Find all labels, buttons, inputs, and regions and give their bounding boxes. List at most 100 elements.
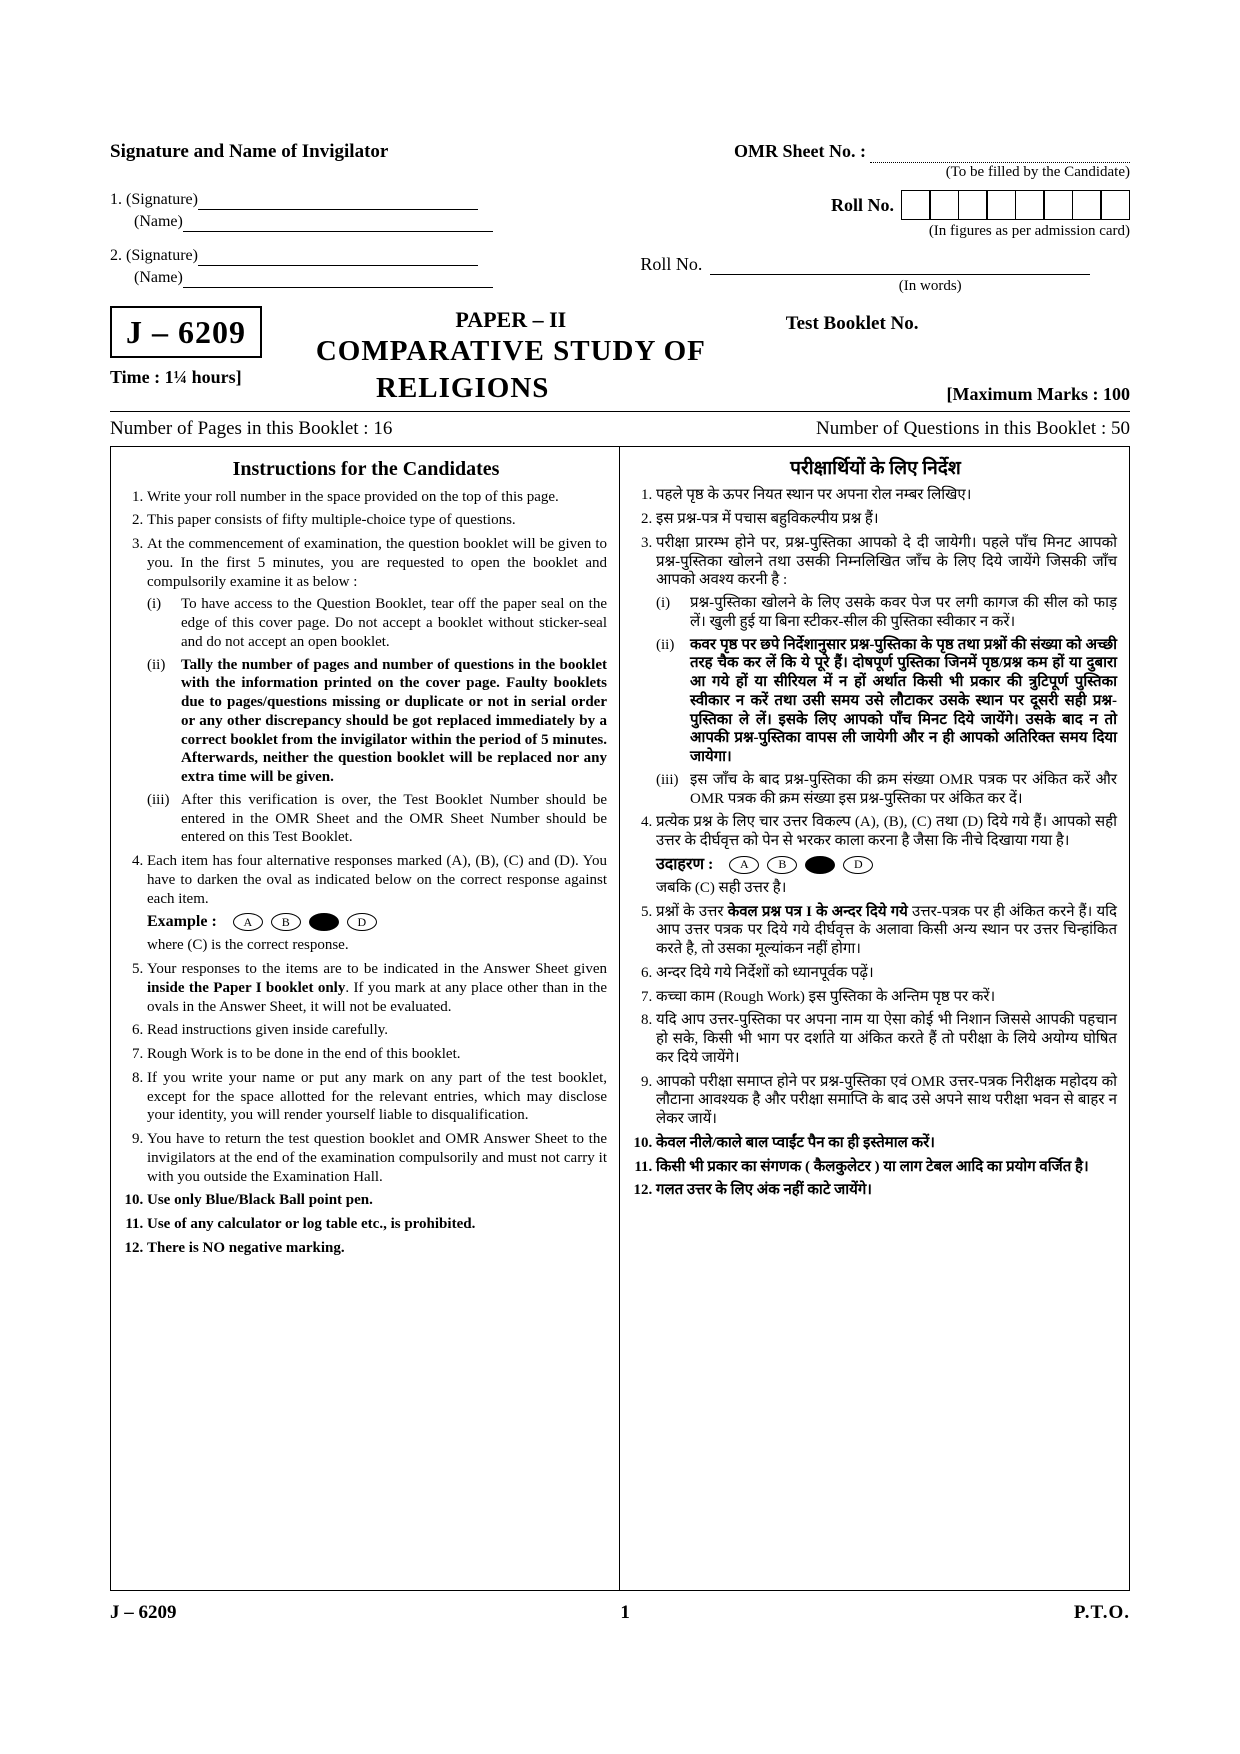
oval-b-hi: B	[767, 856, 797, 874]
inst-en-4-text: Each item has four alternative responses…	[147, 853, 607, 907]
inst-en-4: Each item has four alternative responses…	[147, 852, 607, 955]
rollno-words-line[interactable]	[710, 261, 1090, 275]
inst-en-5: Your responses to the items are to be in…	[147, 960, 607, 1016]
example-label-en: Example :	[147, 912, 217, 932]
inst-hi-4-text: प्रत्येक प्रश्न के लिए चार उत्तर विकल्प …	[656, 814, 1117, 849]
inst-en-3c-text: After this verification is over, the Tes…	[181, 791, 607, 847]
rollno-label: Roll No.	[831, 194, 894, 217]
oval-c-filled-hi	[805, 856, 835, 874]
sig1-row: 1. (Signature)	[110, 190, 600, 210]
example-row-hi: उदाहरण : A B D	[656, 855, 1117, 875]
inst-hi-3c: (iii)इस जाँच के बाद प्रश्न-पुस्तिका की क…	[656, 771, 1117, 809]
oval-d-hi: D	[843, 856, 873, 874]
inst-en-2: This paper consists of fifty multiple-ch…	[147, 511, 607, 530]
inst-en-11: Use of any calculator or log table etc.,…	[147, 1215, 607, 1234]
footer-code: J – 6209	[110, 1601, 177, 1625]
inst-en-3a: (i)To have access to the Question Bookle…	[147, 595, 607, 651]
test-booklet-no-label: Test Booklet No.	[786, 312, 919, 370]
inst-hi-3b-text: कवर पृष्ठ पर छपे निर्देशानुसार प्रश्न-पु…	[690, 636, 1117, 767]
inst-hi-11: किसी भी प्रकार का संगणक ( कैलकुलेटर ) या…	[656, 1158, 1117, 1177]
inst-en-6: Read instructions given inside carefully…	[147, 1021, 607, 1040]
sig1-label: 1. (Signature)	[110, 191, 198, 208]
name2-row: (Name)	[110, 268, 600, 288]
rollno-boxes[interactable]	[902, 190, 1130, 220]
instructions-hindi: परीक्षार्थियों के लिए निर्देश पहले पृष्ठ…	[620, 447, 1129, 1590]
sig2-row: 2. (Signature)	[110, 246, 600, 266]
omr-block: OMR Sheet No. : (To be filled by the Can…	[734, 140, 1130, 182]
paper-code-box: J – 6209	[110, 306, 262, 358]
oval-a-en: A	[233, 913, 263, 931]
inst-en-12: There is NO negative marking.	[147, 1239, 607, 1258]
invigilator-signatures: 1. (Signature) (Name) 2. (Signature) (Na…	[110, 188, 600, 296]
inst-en-8: If you write your name or put any mark o…	[147, 1069, 607, 1125]
inst-hi-1: पहले पृष्ठ के ऊपर नियत स्थान पर अपना रोल…	[656, 486, 1117, 505]
inst-en-3b: (ii)Tally the number of pages and number…	[147, 656, 607, 787]
inst-hi-3-text: परीक्षा प्रारम्भ होने पर, प्रश्न-पुस्तिक…	[656, 535, 1117, 589]
inst-hi-8: यदि आप उत्तर-पुस्तिका पर अपना नाम या ऐसा…	[656, 1011, 1117, 1067]
rollno-words-caption: (In words)	[730, 277, 1130, 296]
header-row: Signature and Name of Invigilator OMR Sh…	[110, 140, 1130, 182]
inst-hi-3c-text: इस जाँच के बाद प्रश्न-पुस्तिका की क्रम स…	[690, 771, 1117, 809]
invigilator-heading: Signature and Name of Invigilator	[110, 140, 388, 182]
name2-line[interactable]	[183, 274, 493, 288]
sig2-line[interactable]	[198, 252, 478, 266]
omr-label: OMR Sheet No. :	[734, 141, 866, 161]
sig2-label: 2. (Signature)	[110, 247, 198, 264]
omr-candidate-note: (To be filled by the Candidate)	[894, 163, 1130, 182]
inst-en-3b-text: Tally the number of pages and number of …	[181, 656, 607, 787]
inst-en-heading: Instructions for the Candidates	[125, 457, 607, 482]
oval-c-filled-en	[309, 913, 339, 931]
footer-page-number: 1	[620, 1601, 630, 1625]
omr-dotline[interactable]	[870, 149, 1130, 163]
roll-no-block: Roll No. (In figures as per admission ca…	[640, 188, 1130, 296]
rollno-figures-caption: (In figures as per admission card)	[640, 222, 1130, 241]
pages-count: Number of Pages in this Booklet : 16	[110, 417, 392, 441]
instructions-box: Instructions for the Candidates Write yo…	[110, 446, 1130, 1591]
time-label: Time : 1¼ hours]	[110, 366, 276, 389]
inst-en-10: Use only Blue/Black Ball point pen.	[147, 1191, 607, 1210]
name1-line[interactable]	[183, 218, 493, 232]
inst-hi-7: कच्चा काम (Rough Work) इस पुस्तिका के अन…	[656, 988, 1117, 1007]
top-two-col: 1. (Signature) (Name) 2. (Signature) (Na…	[110, 188, 1130, 296]
paper-title-2: RELIGIONS	[376, 370, 549, 406]
inst-hi-3b: (ii)कवर पृष्ठ पर छपे निर्देशानुसार प्रश्…	[656, 636, 1117, 767]
inst-hi-3: परीक्षा प्रारम्भ होने पर, प्रश्न-पुस्तिक…	[656, 534, 1117, 809]
oval-b-en: B	[271, 913, 301, 931]
sig1-line[interactable]	[198, 196, 478, 210]
divider	[110, 411, 1130, 412]
example-where-hi: जबकि (C) सही उत्तर है।	[656, 879, 1117, 898]
instructions-english: Instructions for the Candidates Write yo…	[111, 447, 620, 1590]
code-title-row: J – 6209 Time : 1¼ hours] PAPER – II COM…	[110, 306, 1130, 406]
example-label-hi: उदाहरण :	[656, 855, 713, 875]
inst-hi-heading: परीक्षार्थियों के लिए निर्देश	[634, 457, 1117, 481]
example-where-en: where (C) is the correct response.	[147, 936, 607, 955]
inst-en-3: At the commencement of examination, the …	[147, 535, 607, 847]
rollno-figures-row: Roll No.	[640, 190, 1130, 220]
questions-count: Number of Questions in this Booklet : 50	[816, 417, 1130, 441]
example-row-en: Example : A B D	[147, 912, 607, 932]
name1-label: (Name)	[134, 213, 183, 230]
rollno-words-row: Roll No.	[640, 253, 1130, 276]
inst-en-1: Write your roll number in the space prov…	[147, 488, 607, 507]
max-marks: [Maximum Marks : 100	[947, 383, 1130, 406]
inst-en-3c: (iii)After this verification is over, th…	[147, 791, 607, 847]
footer-row: J – 6209 1 P.T.O.	[110, 1601, 1130, 1625]
counts-row: Number of Pages in this Booklet : 16 Num…	[110, 417, 1130, 441]
inst-en-7: Rough Work is to be done in the end of t…	[147, 1045, 607, 1064]
name2-label: (Name)	[134, 269, 183, 286]
inst-hi-6: अन्दर दिये गये निर्देशों को ध्यानपूर्वक …	[656, 964, 1117, 983]
inst-hi-10: केवल नीले/काले बाल प्वाईंट पैन का ही इस्…	[656, 1134, 1117, 1153]
inst-en-9: You have to return the test question boo…	[147, 1130, 607, 1186]
paper-title-1: COMPARATIVE STUDY OF	[276, 333, 746, 369]
rollno-words-label: Roll No.	[640, 253, 702, 276]
name1-row: (Name)	[110, 212, 600, 232]
inst-hi-9: आपको परीक्षा समाप्त होने पर प्रश्न-पुस्त…	[656, 1073, 1117, 1129]
oval-a-hi: A	[729, 856, 759, 874]
inst-en-3-text: At the commencement of examination, the …	[147, 536, 607, 590]
footer-pto: P.T.O.	[1074, 1601, 1130, 1625]
inst-hi-3a: (i)प्रश्न-पुस्तिका खोलने के लिए उसके कवर…	[656, 594, 1117, 632]
inst-hi-2: इस प्रश्न-पत्र में पचास बहुविकल्पीय प्रश…	[656, 510, 1117, 529]
inst-hi-12: गलत उत्तर के लिए अंक नहीं काटे जायेंगे।	[656, 1181, 1117, 1200]
inst-hi-5: प्रश्नों के उत्तर केवल प्रश्न पत्र I के …	[656, 903, 1117, 959]
inst-hi-4: प्रत्येक प्रश्न के लिए चार उत्तर विकल्प …	[656, 813, 1117, 897]
